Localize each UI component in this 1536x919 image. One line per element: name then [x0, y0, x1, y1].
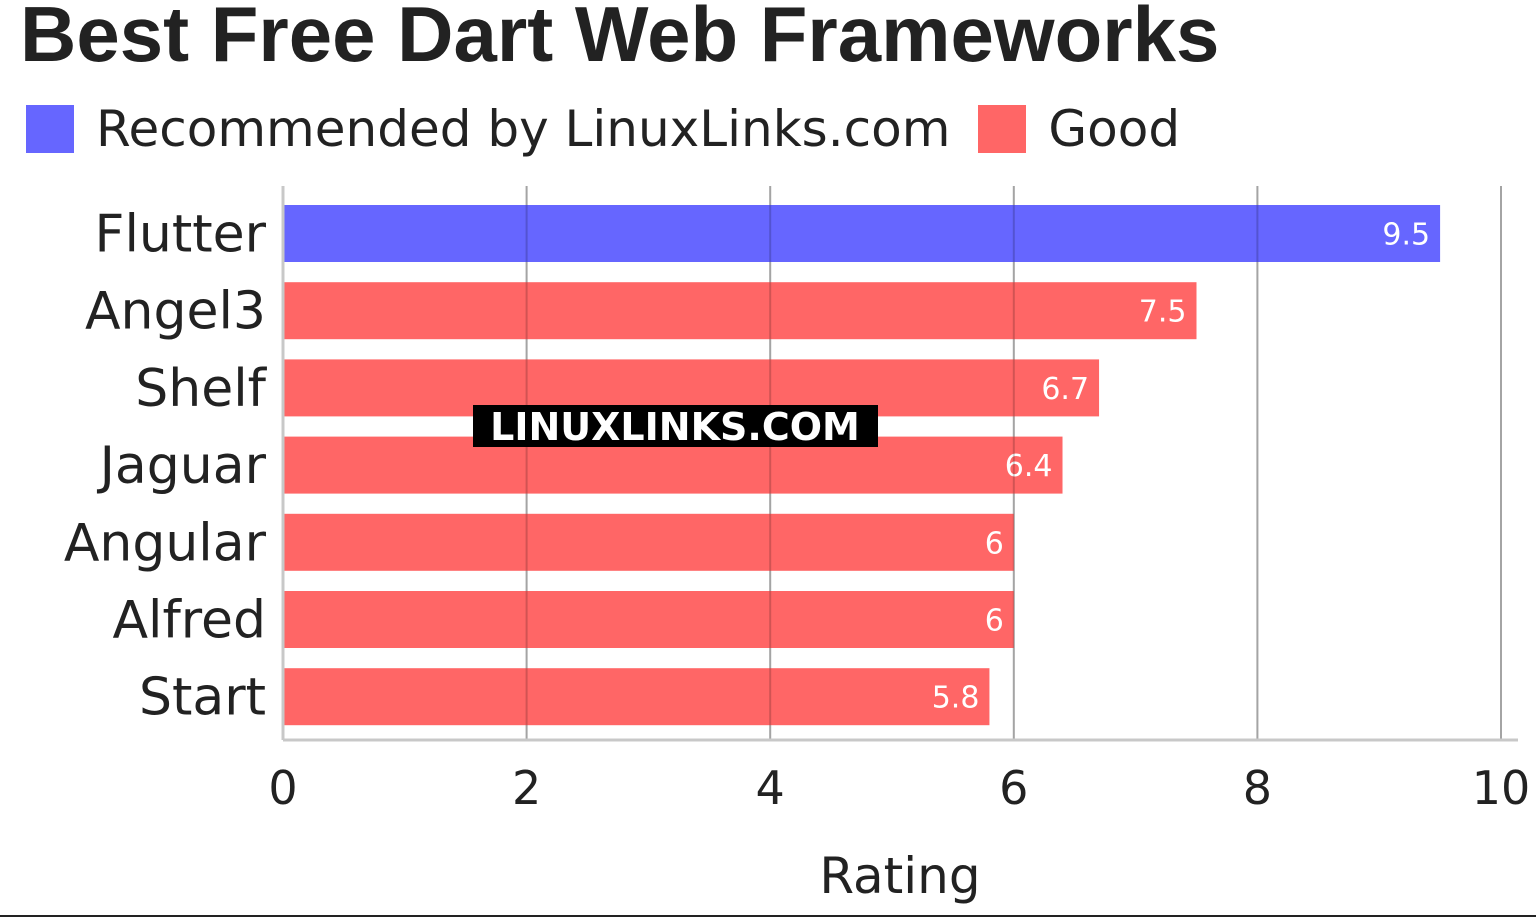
category-label: Alfred	[112, 591, 266, 651]
legend-item-recommended: Recommended by LinuxLinks.com	[26, 100, 950, 158]
x-tick-label: 0	[268, 761, 297, 815]
chart-legend: Recommended by LinuxLinks.com Good	[26, 96, 1208, 162]
legend-swatch-recommended	[26, 105, 74, 153]
data-label: 9.5	[1382, 218, 1430, 253]
legend-label-good: Good	[1048, 100, 1181, 158]
bars: 9.5 7.5 6.7 6.4 6 6 5.8	[283, 186, 1502, 740]
data-label: 6	[985, 526, 1004, 561]
data-label: 6	[985, 604, 1004, 639]
chart-title: Best Free Dart Web Frameworks	[20, 0, 1220, 78]
bar	[283, 205, 1441, 262]
watermark-background	[473, 405, 878, 447]
bottom-rule	[0, 915, 1536, 917]
category-label: Jaguar	[97, 436, 267, 496]
x-tick-label: 8	[1243, 761, 1272, 815]
x-tick-label: 2	[512, 761, 541, 815]
watermark: LINUXLINKS.COM	[473, 405, 878, 449]
category-label: Angel3	[85, 282, 266, 342]
category-label: Angular	[64, 513, 267, 573]
x-tick-label: 4	[756, 761, 785, 815]
category-label: Shelf	[135, 359, 267, 419]
x-tick-label: 10	[1472, 761, 1531, 815]
data-label: 5.8	[932, 681, 980, 716]
bar	[283, 668, 990, 726]
bar	[283, 513, 1014, 571]
data-label: 6.7	[1041, 372, 1089, 407]
x-tick-label: 6	[999, 761, 1028, 815]
bar	[283, 591, 1014, 648]
legend-swatch-good	[978, 105, 1027, 153]
data-label: 7.5	[1139, 295, 1187, 330]
axes: 0 2 4 6 8 10 Flutter Angel3 Shelf Jaguar Angular Al…	[64, 186, 1530, 905]
data-label: 6.4	[1005, 449, 1053, 484]
legend-item-good: Good	[978, 100, 1180, 158]
category-label: Flutter	[95, 205, 267, 265]
bar	[283, 282, 1197, 340]
category-label: Start	[139, 668, 266, 728]
x-axis-title: Rating	[819, 847, 980, 905]
legend-label-recommended: Recommended by LinuxLinks.com	[96, 100, 951, 158]
watermark-text: LINUXLINKS.COM	[490, 405, 860, 449]
